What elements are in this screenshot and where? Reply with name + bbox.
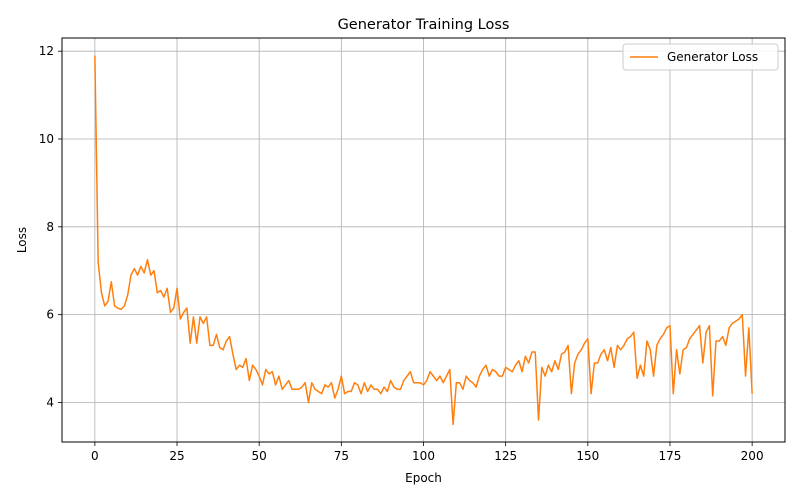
y-tick-label: 6 xyxy=(46,308,54,322)
legend-entry-generator-loss: Generator Loss xyxy=(667,50,758,64)
y-tick-label: 4 xyxy=(46,395,54,409)
y-tick-label: 10 xyxy=(39,132,54,146)
x-tick-label: 200 xyxy=(741,449,764,463)
x-tick-label: 75 xyxy=(334,449,349,463)
y-tick-label: 8 xyxy=(46,220,54,234)
series-layer xyxy=(94,55,753,426)
legend-box xyxy=(622,43,779,71)
x-tick-label: 0 xyxy=(91,449,99,463)
legend: Generator Loss xyxy=(622,43,779,71)
x-tick-label: 100 xyxy=(412,449,435,463)
x-tick-label: 150 xyxy=(576,449,599,463)
x-tick-label: 25 xyxy=(169,449,184,463)
x-tick-label: 125 xyxy=(494,449,517,463)
y-tick-label: 12 xyxy=(39,44,54,58)
chart-title: Generator Training Loss xyxy=(338,17,510,33)
x-tick-label: 50 xyxy=(252,449,267,463)
x-axis-label: Epoch xyxy=(405,471,442,485)
x-tick-label: 175 xyxy=(659,449,682,463)
series-line-generator-loss xyxy=(94,55,753,426)
axis-ticks: 0 25 50 75 100 125 150 175 200 4 6 8 10 12 xyxy=(39,44,764,463)
y-axis-label: Loss xyxy=(15,227,29,253)
